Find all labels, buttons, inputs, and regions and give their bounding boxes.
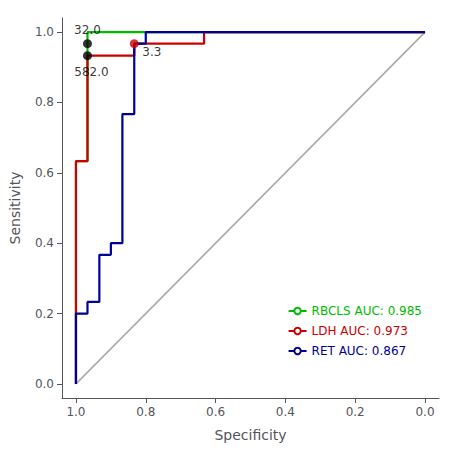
svg-text:1.0: 1.0 — [66, 405, 85, 419]
svg-text:0.0: 0.0 — [35, 377, 54, 391]
svg-text:0.0: 0.0 — [415, 405, 434, 419]
svg-text:0.2: 0.2 — [35, 307, 54, 321]
svg-text:582.0: 582.0 — [74, 65, 108, 79]
svg-text:0.4: 0.4 — [276, 405, 295, 419]
svg-text:3.3: 3.3 — [142, 45, 161, 59]
svg-text:0.4: 0.4 — [35, 236, 54, 250]
svg-text:LDH AUC: 0.973: LDH AUC: 0.973 — [312, 324, 408, 338]
svg-text:1.0: 1.0 — [35, 25, 54, 39]
svg-text:0.8: 0.8 — [136, 405, 155, 419]
svg-text:32.0: 32.0 — [74, 23, 101, 37]
svg-text:Sensitivity: Sensitivity — [7, 172, 23, 245]
svg-text:RET AUC: 0.867: RET AUC: 0.867 — [312, 344, 407, 358]
svg-text:0.6: 0.6 — [206, 405, 225, 419]
svg-text:0.6: 0.6 — [35, 166, 54, 180]
svg-text:RBCLS AUC: 0.985: RBCLS AUC: 0.985 — [312, 304, 422, 318]
svg-text:0.2: 0.2 — [346, 405, 365, 419]
svg-text:Specificity: Specificity — [214, 427, 286, 443]
svg-text:0.8: 0.8 — [35, 95, 54, 109]
